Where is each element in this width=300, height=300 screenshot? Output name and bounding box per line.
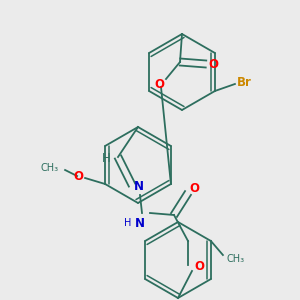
Text: O: O xyxy=(154,77,164,91)
Text: O: O xyxy=(189,182,199,196)
Text: Br: Br xyxy=(237,76,252,89)
Text: O: O xyxy=(194,260,204,274)
Text: N: N xyxy=(134,181,144,194)
Text: O: O xyxy=(208,58,218,70)
Text: N: N xyxy=(135,217,145,230)
Text: CH₃: CH₃ xyxy=(41,163,59,173)
Text: O: O xyxy=(73,169,83,182)
Text: CH₃: CH₃ xyxy=(227,254,245,264)
Text: H: H xyxy=(102,152,110,166)
Text: H: H xyxy=(124,218,132,228)
